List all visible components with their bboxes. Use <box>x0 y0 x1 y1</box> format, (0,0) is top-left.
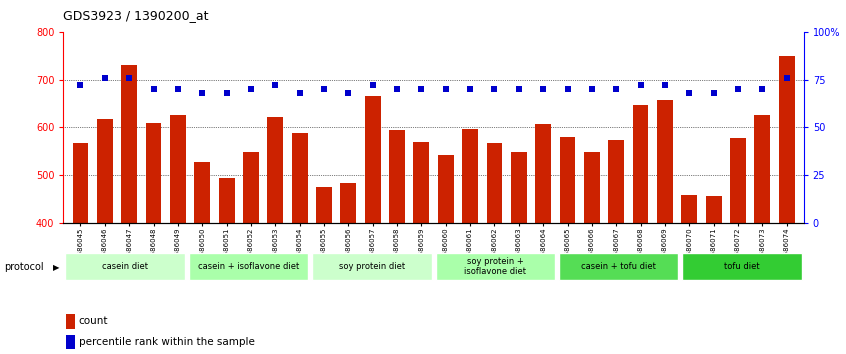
Bar <box>340 183 356 223</box>
Bar <box>189 253 308 280</box>
Point <box>536 86 550 92</box>
Text: count: count <box>79 316 108 326</box>
Point <box>731 86 744 92</box>
Bar <box>633 104 649 223</box>
Text: protocol: protocol <box>4 262 44 272</box>
Bar <box>436 253 555 280</box>
Point <box>390 86 404 92</box>
Point <box>658 82 672 88</box>
Point <box>634 82 647 88</box>
Bar <box>486 143 503 223</box>
Point <box>755 86 769 92</box>
Bar <box>66 335 75 349</box>
Point <box>146 86 160 92</box>
Bar <box>243 152 259 223</box>
Bar <box>267 117 283 223</box>
Point <box>683 90 696 96</box>
Point <box>439 86 453 92</box>
Point <box>220 90 233 96</box>
Bar <box>681 195 697 223</box>
Point <box>195 90 209 96</box>
Point <box>415 86 428 92</box>
Text: ▶: ▶ <box>53 263 60 272</box>
Text: soy protein diet: soy protein diet <box>339 262 405 271</box>
Text: casein + tofu diet: casein + tofu diet <box>581 262 656 271</box>
Point <box>293 90 306 96</box>
Point <box>487 86 501 92</box>
Point <box>561 86 574 92</box>
Bar <box>292 133 308 223</box>
Bar <box>730 138 746 223</box>
Bar <box>365 96 381 223</box>
Point <box>123 75 136 81</box>
Point <box>74 82 87 88</box>
Text: tofu diet: tofu diet <box>724 262 760 271</box>
Point <box>512 86 525 92</box>
Point <box>585 86 599 92</box>
Point <box>171 86 184 92</box>
Bar <box>657 100 673 223</box>
Bar <box>316 187 332 223</box>
Bar <box>608 140 624 223</box>
Bar <box>389 130 405 223</box>
Text: casein + isoflavone diet: casein + isoflavone diet <box>198 262 299 271</box>
Point <box>244 86 258 92</box>
Bar <box>778 56 794 223</box>
Point <box>98 75 112 81</box>
Point <box>366 82 380 88</box>
Bar <box>706 196 722 223</box>
Bar <box>218 178 234 223</box>
Point <box>707 90 721 96</box>
Bar <box>195 162 210 223</box>
Text: soy protein +
isoflavone diet: soy protein + isoflavone diet <box>464 257 526 276</box>
Point <box>317 86 331 92</box>
Text: casein diet: casein diet <box>102 262 148 271</box>
Bar <box>536 124 551 223</box>
Bar <box>97 119 113 223</box>
Point <box>342 90 355 96</box>
Text: percentile rank within the sample: percentile rank within the sample <box>79 337 255 347</box>
Text: GDS3923 / 1390200_at: GDS3923 / 1390200_at <box>63 9 209 22</box>
Bar <box>438 155 453 223</box>
Bar <box>511 152 527 223</box>
Bar <box>462 129 478 223</box>
Bar <box>584 152 600 223</box>
Bar <box>73 143 89 223</box>
Bar <box>414 142 429 223</box>
Bar <box>682 253 802 280</box>
Point <box>609 86 623 92</box>
Bar <box>170 115 186 223</box>
Bar <box>559 253 678 280</box>
Bar <box>755 115 770 223</box>
Point <box>464 86 477 92</box>
Bar <box>65 253 184 280</box>
Point <box>780 75 794 81</box>
Bar <box>146 123 162 223</box>
Bar <box>559 137 575 223</box>
Bar <box>312 253 431 280</box>
Point <box>268 82 282 88</box>
Bar <box>66 314 75 329</box>
Bar <box>121 65 137 223</box>
